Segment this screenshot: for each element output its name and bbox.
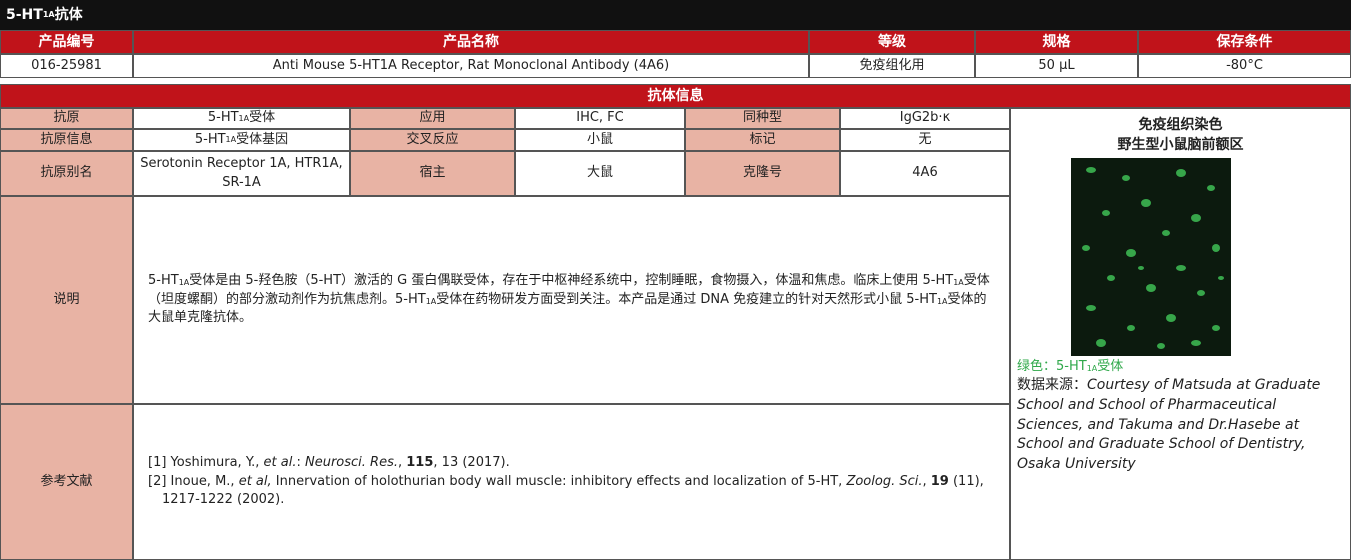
label: 同种型 xyxy=(685,108,840,129)
description: 5-HT1A受体是由 5-羟色胺（5-HT）激活的 G 蛋白偶联受体，存在于中枢… xyxy=(133,196,1010,404)
cell: 免疫组化用 xyxy=(809,54,975,78)
text-run: 1A xyxy=(936,296,948,306)
label: 应用 xyxy=(350,108,515,129)
text-run: 1A xyxy=(178,277,190,287)
text-run: 受体基因 xyxy=(236,131,289,147)
text-run: 受体（坦度螺酮）的部分激动剂作为抗焦虑剂。5-HT xyxy=(148,272,990,307)
cell: 016-25981 xyxy=(0,54,133,78)
text-run: Courtesy of Matsuda at Graduate School a… xyxy=(1017,377,1321,472)
title: 5-HT 1A 抗体 xyxy=(0,0,1351,30)
text-run: 1A xyxy=(953,277,964,287)
text-run: Zoolog. Sci. xyxy=(846,473,923,489)
cell: 4A6 xyxy=(840,151,1010,196)
figure-source: 数据来源：Courtesy of Matsuda at Graduate Sch… xyxy=(1017,376,1344,474)
label: 克隆号 xyxy=(685,151,840,196)
cell: -80°C xyxy=(1138,54,1351,78)
text-run: 1A xyxy=(1086,363,1098,373)
text-run: Neurosci. Res. xyxy=(305,454,398,470)
cell: Anti Mouse 5-HT1A Receptor, Rat Monoclon… xyxy=(133,54,809,78)
cell: 50 µL xyxy=(975,54,1138,78)
text-run: [2] Inoue, M., xyxy=(148,473,239,489)
label: 标记 xyxy=(685,129,840,151)
text-run: 1A xyxy=(238,113,250,123)
header: 规格 xyxy=(975,30,1138,54)
header: 产品编号 xyxy=(0,30,133,54)
text-run: 受体的大鼠单克隆抗体。 xyxy=(148,291,987,326)
cell: IHC, FC xyxy=(515,108,685,129)
text-run: 受体 xyxy=(249,110,276,126)
text-run: 受体 xyxy=(1097,358,1124,374)
text-run: 5-HT xyxy=(148,272,179,288)
section-heading: 抗体信息 xyxy=(0,84,1351,108)
text-run: 5-HT xyxy=(194,131,226,147)
text-run: 19 xyxy=(930,473,949,489)
cell: 小鼠 xyxy=(515,129,685,151)
text-run: [1] Yoshimura, Y., xyxy=(148,454,264,470)
label: 抗原信息 xyxy=(0,129,133,151)
text-run: : xyxy=(296,454,305,470)
text-run: , xyxy=(922,473,931,489)
reference: [1] Yoshimura, Y., et al.: Neurosci. Res… xyxy=(148,454,995,473)
figure-caption: 绿色：5-HT1A受体 xyxy=(1017,358,1344,377)
label: 抗原 xyxy=(0,108,133,129)
figure-title: 野生型小鼠脑前额区 xyxy=(1117,137,1244,154)
references: [1] Yoshimura, Y., et al.: Neurosci. Res… xyxy=(133,404,1010,560)
text-run: 5-HT xyxy=(1056,358,1087,374)
text-run: 5-HT xyxy=(207,110,239,126)
cell: 大鼠 xyxy=(515,151,685,196)
header: 保存条件 xyxy=(1138,30,1351,54)
cell: Serotonin Receptor 1A, HTR1A, SR-1A xyxy=(133,151,350,196)
text-run: , 13 (2017). xyxy=(433,454,510,470)
text-run: 5-HT xyxy=(6,6,43,23)
figure: 免疫组织染色 野生型小鼠脑前额区 绿色：5-HT1A受体 数据来源：Courte… xyxy=(1010,108,1351,560)
text-run: 数据来源： xyxy=(1017,377,1087,394)
label: 参考文献 xyxy=(0,404,133,560)
label: 交叉反应 xyxy=(350,129,515,151)
description-text: 5-HT1A受体是由 5-羟色胺（5-HT）激活的 G 蛋白偶联受体，存在于中枢… xyxy=(148,272,995,329)
cell: 无 xyxy=(840,129,1010,151)
header: 产品名称 xyxy=(133,30,809,54)
text-run: 受体是由 5-羟色胺（5-HT）激活的 G 蛋白偶联受体，存在于中枢神经系统中，… xyxy=(189,272,954,288)
text-run: 115 xyxy=(406,454,434,470)
text-run: 1A xyxy=(42,10,55,20)
cell: 5-HT 1A 受体基因 xyxy=(133,129,350,151)
cell: 5-HT 1A 受体 xyxy=(133,108,350,129)
label: 说明 xyxy=(0,196,133,404)
text-run: et al, xyxy=(238,473,272,489)
text-run: 受体在药物研发方面受到关注。本产品是通过 DNA 免疫建立的针对天然形式小鼠 5… xyxy=(436,291,937,307)
text-run: 1A xyxy=(425,296,437,306)
header: 等级 xyxy=(809,30,975,54)
text-run: 绿色： xyxy=(1017,358,1057,374)
text-run: Innervation of holothurian body wall mus… xyxy=(271,473,847,489)
text-run: (11), 1217-1222 (2002). xyxy=(162,473,984,508)
label: 宿主 xyxy=(350,151,515,196)
figure-title: 免疫组织染色 xyxy=(1138,117,1223,133)
cell: IgG2b·κ xyxy=(840,108,1010,129)
micrograph xyxy=(1071,157,1231,356)
text-run: 抗体 xyxy=(54,6,83,23)
reference: [2] Inoue, M., et al, Innervation of hol… xyxy=(148,473,995,511)
text-run: 1A xyxy=(225,135,237,145)
label: 抗原别名 xyxy=(0,151,133,196)
text-run: et al. xyxy=(263,454,297,470)
text-run: , xyxy=(398,454,407,470)
